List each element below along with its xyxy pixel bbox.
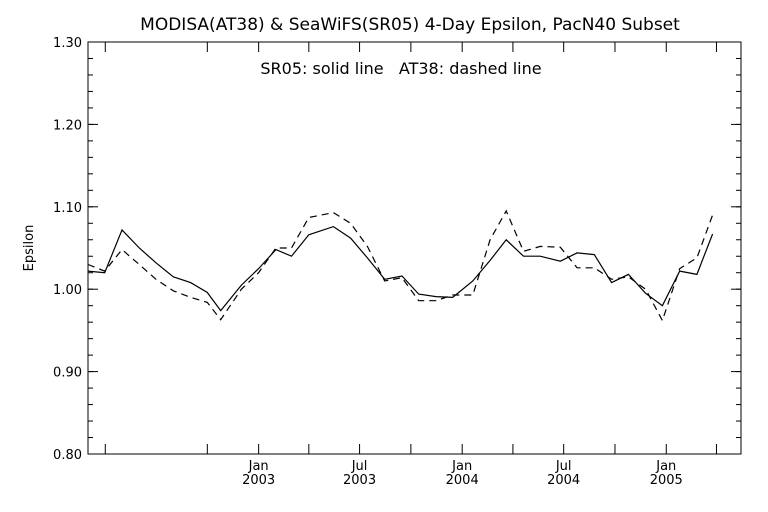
y-tick-label: 0.90 xyxy=(53,366,82,381)
x-tick-label-year: 2004 xyxy=(547,473,580,488)
y-axis: 0.80 0.90 1.00 1.10 1.20 1.30 xyxy=(53,36,741,463)
plot-frame xyxy=(87,41,742,455)
series-line-at38 xyxy=(87,209,714,323)
y-tick-label: 1.10 xyxy=(53,201,82,216)
series-group xyxy=(87,209,714,323)
x-tick-label-month: Jul xyxy=(351,459,368,474)
y-tick-label: 1.00 xyxy=(53,283,82,298)
x-tick-label-month: Jan xyxy=(248,459,269,474)
legend-annotation: SR05: solid line AT38: dashed line xyxy=(260,59,541,78)
y-axis-label: Epsilon xyxy=(22,225,37,272)
y-tick-label: 1.30 xyxy=(53,36,82,51)
x-tick-label-month: Jan xyxy=(451,459,472,474)
x-tick-label-month: Jan xyxy=(655,459,676,474)
x-tick-label-month: Jul xyxy=(555,459,572,474)
x-tick-label-year: 2003 xyxy=(242,473,275,488)
x-tick-label-year: 2003 xyxy=(343,473,376,488)
y-tick-label: 1.20 xyxy=(53,118,82,133)
y-tick-label: 0.80 xyxy=(53,448,82,463)
x-tick-label-year: 2005 xyxy=(650,473,683,488)
series-line-sr05 xyxy=(87,225,714,312)
chart-title: MODISA(AT38) & SeaWiFS(SR05) 4-Day Epsil… xyxy=(140,15,680,35)
x-tick-label-year: 2004 xyxy=(446,473,479,488)
